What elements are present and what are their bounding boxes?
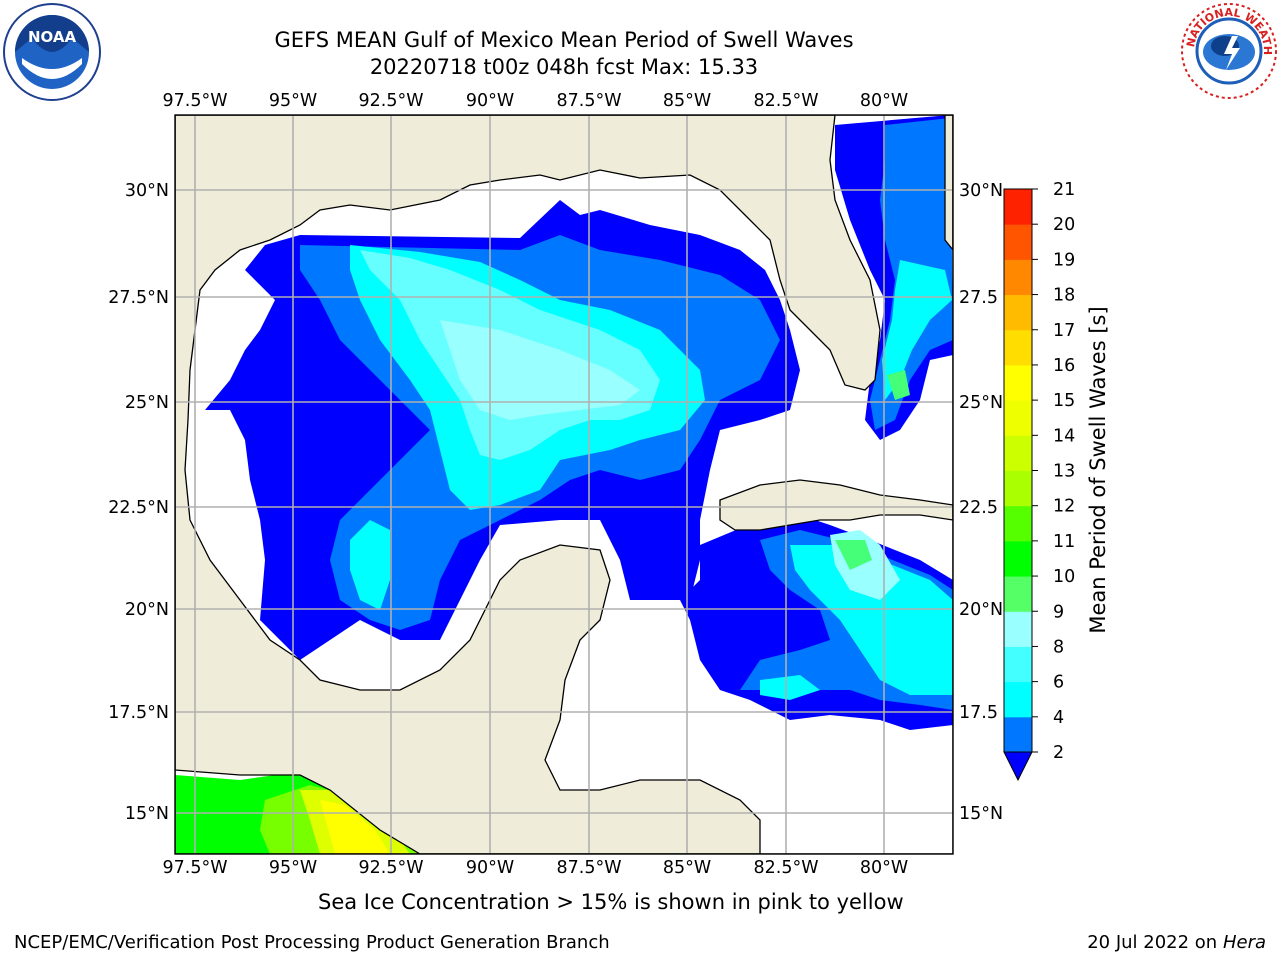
colorbar-segment — [1004, 400, 1032, 436]
map-area — [175, 115, 953, 854]
lon-labels-top: 97.5°W 95°W 92.5°W 90°W 87.5°W 85°W 82.5°W 80°W — [162, 91, 908, 111]
lon-label-bottom: 85°W — [663, 858, 711, 878]
colorbar-segment — [1004, 259, 1032, 296]
lon-label-bottom: 95°W — [269, 858, 317, 878]
lat-label-left: 17.5°N — [108, 703, 169, 723]
colorbar-segment — [1004, 189, 1032, 225]
colorbar-segment — [1004, 646, 1032, 683]
lat-label-right: 25°N — [959, 393, 1003, 413]
colorbar-tick-label: 8 — [1053, 637, 1064, 657]
lat-label-left: 27.5°N — [108, 288, 169, 308]
colorbar-extend-arrow — [1003, 751, 1033, 782]
colorbar-tick-label: 15 — [1053, 391, 1075, 411]
footer-date: 20 Jul 2022 on Hera — [1087, 932, 1266, 953]
lat-label-left: 30°N — [125, 181, 169, 201]
colorbar-tick-label: 4 — [1053, 708, 1064, 728]
chart-title: GEFS MEAN Gulf of Mexico Mean Period of … — [274, 28, 854, 52]
colorbar-tick-label: 20 — [1053, 215, 1075, 235]
colorbar-segment — [1004, 224, 1032, 260]
footer-date-text: 20 Jul 2022 on — [1087, 932, 1223, 953]
colorbar-segment — [1004, 505, 1032, 542]
lat-label-right: 20°N — [959, 600, 1003, 620]
colorbar-tick-label: 12 — [1053, 497, 1075, 517]
colorbar-tick-label: 14 — [1053, 426, 1075, 446]
colorbar-segment — [1004, 470, 1032, 507]
colorbar-segment — [1004, 329, 1032, 366]
lat-label-right: 17.5 — [959, 703, 998, 723]
colorbar-tick-label: 10 — [1053, 567, 1075, 587]
lon-label-top: 90°W — [466, 91, 514, 111]
colorbar-tick-label: 17 — [1053, 321, 1075, 341]
footer-credit: NCEP/EMC/Verification Post Processing Pr… — [14, 932, 610, 953]
colorbar-segment — [1004, 576, 1032, 612]
swell-field-gulf — [205, 200, 800, 660]
colorbar-tick-label: 6 — [1053, 673, 1064, 693]
colorbar-tick-label: 21 — [1053, 180, 1075, 200]
lon-labels-bottom: 97.5°W 95°W 92.5°W 90°W 87.5°W 85°W 82.5°W 80°W — [162, 858, 908, 878]
colorbar-tick-label: 13 — [1053, 462, 1075, 482]
colorbar-tick-label: 11 — [1053, 532, 1075, 552]
lat-labels-right: 30°N 27.5 25°N 22.5 20°N 17.5 15°N — [959, 181, 1003, 824]
lon-label-top: 82.5°W — [753, 91, 818, 111]
lat-label-left: 20°N — [125, 600, 169, 620]
lon-label-bottom: 82.5°W — [753, 858, 818, 878]
gridlines — [175, 115, 953, 854]
lat-labels-left: 30°N 27.5°N 25°N 22.5°N 20°N 17.5°N 15°N — [108, 181, 169, 824]
chart-subtitle: 20220718 t00z 048h fcst Max: 15.33 — [369, 55, 759, 79]
colorbar-tick-label: 16 — [1053, 356, 1075, 376]
colorbar-segment — [1004, 364, 1032, 401]
colorbar-segment — [1004, 611, 1032, 647]
swell-field-pacific — [175, 770, 430, 854]
lat-label-left: 22.5°N — [108, 498, 169, 518]
land-masses — [175, 115, 953, 854]
lat-label-right: 27.5 — [959, 288, 998, 308]
noaa-logo-icon: NOAA — [2, 2, 102, 106]
lon-label-top: 92.5°W — [358, 91, 423, 111]
lat-label-right: 15°N — [959, 804, 1003, 824]
colorbar-segment — [1004, 716, 1032, 753]
noaa-logo-text: NOAA — [28, 28, 77, 46]
lon-label-bottom: 87.5°W — [556, 858, 621, 878]
lon-label-top: 97.5°W — [162, 91, 227, 111]
colorbar: 2 4 6 8 9 10 11 12 13 14 15 16 17 18 19 20 21 — [1003, 180, 1075, 782]
nws-logo-icon: NATIONAL WEATHER SERVICE — [1176, 0, 1278, 104]
lat-label-left: 15°N — [125, 804, 169, 824]
colorbar-segment — [1004, 540, 1032, 577]
colorbar-tick-label: 2 — [1053, 743, 1064, 763]
lat-label-right: 22.5 — [959, 498, 998, 518]
lon-label-bottom: 80°W — [860, 858, 908, 878]
lon-label-top: 87.5°W — [556, 91, 621, 111]
colorbar-tick-label: 19 — [1053, 250, 1075, 270]
lon-label-bottom: 90°W — [466, 858, 514, 878]
colorbar-segment — [1004, 681, 1032, 718]
lon-label-top: 85°W — [663, 91, 711, 111]
lon-label-bottom: 92.5°W — [358, 858, 423, 878]
lat-label-left: 25°N — [125, 393, 169, 413]
colorbar-segment — [1004, 294, 1032, 331]
lat-label-right: 30°N — [959, 181, 1003, 201]
footer-host: Hera — [1222, 932, 1266, 953]
lon-label-bottom: 97.5°W — [162, 858, 227, 878]
caption-sea-ice: Sea Ice Concentration > 15% is shown in … — [318, 890, 904, 914]
lon-label-top: 80°W — [860, 91, 908, 111]
colorbar-label: Mean Period of Swell Waves [s] — [1086, 306, 1110, 633]
lon-label-top: 95°W — [269, 91, 317, 111]
colorbar-tick-label: 18 — [1053, 286, 1075, 306]
colorbar-tick-label: 9 — [1053, 602, 1064, 622]
swell-field-atlantic — [835, 115, 953, 440]
colorbar-segment — [1004, 435, 1032, 471]
